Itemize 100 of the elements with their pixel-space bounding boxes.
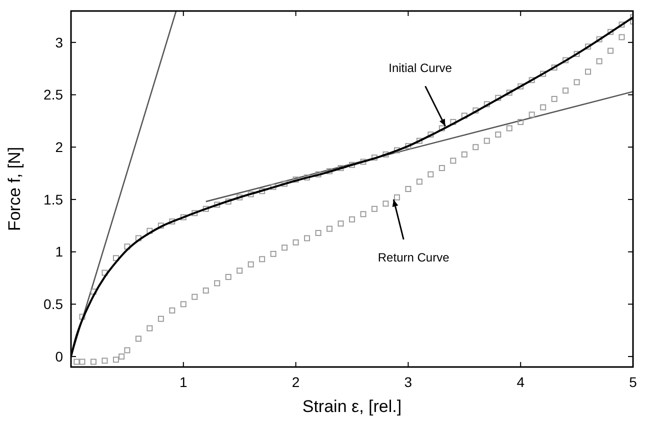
- point: [371, 206, 378, 212]
- x-tick-label: 3: [404, 374, 412, 390]
- y-tick-label: 2: [55, 139, 64, 156]
- y-tick-label: 3: [55, 34, 64, 50]
- point: [371, 154, 378, 161]
- point: [382, 151, 389, 158]
- y-axis-title: Force f, [N]: [5, 146, 24, 232]
- point: [428, 132, 434, 138]
- point: [214, 202, 220, 208]
- point: [248, 261, 254, 268]
- point: [259, 256, 266, 262]
- point: [450, 118, 456, 125]
- point: [608, 28, 614, 35]
- point: [450, 158, 456, 164]
- point: [518, 118, 524, 125]
- point: [124, 244, 130, 250]
- point: [461, 112, 468, 119]
- point: [236, 194, 243, 200]
- point: [202, 206, 209, 212]
- point: [528, 112, 535, 118]
- point: [112, 356, 119, 363]
- point: [338, 220, 344, 227]
- x-axis-title: Strain ε, [rel.]: [302, 397, 402, 416]
- point: [326, 168, 333, 174]
- point: [282, 244, 288, 251]
- point: [169, 307, 176, 314]
- point: [360, 211, 366, 218]
- point: [416, 178, 422, 185]
- point: [90, 288, 96, 295]
- point: [551, 96, 558, 102]
- point: [540, 70, 546, 77]
- point: [236, 268, 243, 274]
- point: [282, 180, 288, 187]
- point: [506, 90, 512, 96]
- point: [562, 88, 569, 94]
- y-tick-label: 1.5: [44, 191, 64, 208]
- point: [551, 64, 558, 71]
- point: [158, 222, 164, 229]
- x-tick-label: 4: [516, 374, 525, 390]
- point: [574, 79, 580, 86]
- point: [394, 147, 400, 154]
- point: [360, 158, 366, 165]
- point: [338, 165, 344, 172]
- point: [169, 218, 176, 224]
- point: [608, 48, 614, 54]
- point: [416, 138, 422, 144]
- y-tick-label: 0.5: [44, 296, 64, 312]
- point: [270, 184, 276, 190]
- point: [596, 58, 602, 64]
- point: [518, 83, 524, 90]
- point: [225, 198, 232, 205]
- annotation: Return Curve: [378, 250, 450, 264]
- point: [438, 125, 445, 132]
- point: [382, 200, 389, 207]
- point: [484, 138, 490, 144]
- point: [135, 336, 142, 342]
- point: [506, 125, 512, 132]
- point: [146, 228, 153, 234]
- point: [259, 188, 266, 194]
- point: [102, 358, 108, 364]
- point: [349, 216, 355, 222]
- point: [202, 288, 209, 294]
- point: [326, 226, 333, 232]
- point: [562, 57, 569, 64]
- point: [349, 162, 355, 168]
- y-tick-label: 1: [55, 244, 64, 260]
- point: [304, 174, 310, 180]
- point: [438, 165, 445, 172]
- point: [292, 239, 299, 246]
- point: [394, 194, 400, 200]
- point: [270, 250, 276, 257]
- point: [428, 171, 434, 178]
- point: [79, 314, 86, 320]
- y-tick-label: 0: [55, 348, 64, 364]
- point: [618, 34, 625, 40]
- point: [214, 280, 220, 286]
- point: [74, 358, 80, 365]
- point: [135, 235, 142, 242]
- x-tick-label: 2: [292, 374, 300, 390]
- point: [192, 294, 198, 300]
- point: [225, 274, 232, 280]
- y-tick-label: 2.5: [44, 86, 64, 103]
- point: [528, 77, 535, 84]
- point: [315, 230, 322, 236]
- point: [461, 151, 468, 158]
- point: [405, 186, 412, 192]
- point: [79, 358, 86, 365]
- point: [495, 94, 502, 101]
- point: [596, 36, 602, 42]
- point: [315, 171, 322, 178]
- point: [304, 235, 310, 242]
- point: [618, 22, 625, 28]
- point: [585, 68, 592, 75]
- point: [180, 214, 186, 220]
- point: [472, 144, 479, 150]
- annotation: Initial Curve: [388, 61, 452, 76]
- point: [405, 143, 412, 150]
- point: [118, 354, 125, 360]
- point: [102, 270, 108, 276]
- point: [124, 347, 130, 354]
